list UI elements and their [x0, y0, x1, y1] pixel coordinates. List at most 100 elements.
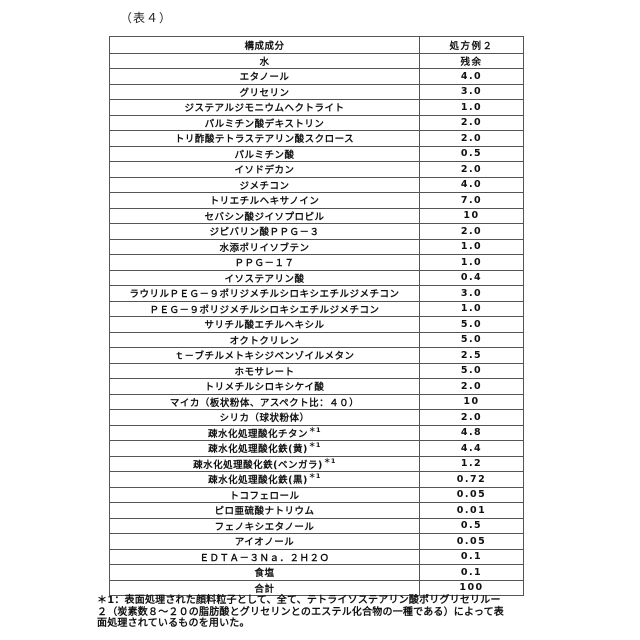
table-row: イソステアリン酸 0.4 — [110, 269, 523, 285]
amount-cell: 3.0 — [460, 86, 483, 98]
ingredient-name-cell: ホモサレート — [110, 363, 420, 378]
amount-cell: 4.4 — [460, 442, 483, 454]
amount-cell: 1.2 — [460, 458, 483, 470]
table-row: 食塩 0.1 — [110, 564, 523, 580]
ingredient-name-cell: セバシン酸ジイソプロピル — [110, 208, 420, 223]
table-row: アイオノール 0.05 — [110, 533, 523, 549]
ingredient-name-cell: アイオノール — [110, 534, 420, 549]
footnote-marker: ＊1 — [308, 472, 321, 480]
amount-cell: 0.01 — [456, 504, 487, 516]
table-row: イソドデカン 2.0 — [110, 161, 523, 177]
amount-cell: 5.0 — [460, 334, 483, 346]
amount-cell: 0.05 — [456, 535, 487, 547]
amount-cell: 100 — [459, 582, 484, 594]
ingredient-name-cell: 水添ポリイソブテン — [110, 239, 420, 254]
table-row: 疎水化処理酸化鉄(ベンガラ) ＊1 1.2 — [110, 455, 523, 471]
amount-cell: 2.0 — [460, 380, 483, 392]
table-row: ピロ亜硫酸ナトリウム 0.01 — [110, 502, 523, 518]
amount-cell: 1.0 — [460, 256, 483, 268]
amount-cell: 1.0 — [460, 303, 483, 315]
amount-cell: 4.0 — [460, 179, 483, 191]
table-row: トリエチルヘキサノイン 7.0 — [110, 192, 523, 208]
ingredient-name-cell: ジステアルジモニウムヘクトライト — [110, 100, 420, 115]
ingredient-name-cell: トリ酢酸テトラステアリン酸スクロース — [110, 131, 420, 146]
amount-cell: 1.0 — [460, 241, 483, 253]
amount-cell: 7.0 — [460, 194, 483, 206]
footnote-line: ２（炭素数８～２０の脂肪酸とグリセリンとのエステル化合物の一種である）によって表 — [97, 606, 504, 618]
table-row: ＥＤＴＡ－３Ｎａ．２Ｈ２Ｏ 0.1 — [110, 548, 523, 564]
ingredient-name-cell: イソステアリン酸 — [110, 270, 420, 285]
ingredient-name-cell: トコフェロール — [110, 487, 420, 502]
table-row: トリメチルシロキシケイ酸 2.0 — [110, 378, 523, 394]
footnote-marker: ＊1 — [308, 425, 322, 434]
table-row: パルミチン酸 0.5 — [110, 145, 523, 161]
ingredient-name-cell: エタノール — [110, 69, 420, 84]
table-row: ラウリルＰＥＧ－９ポリジメチルシロキシエチルジメチコン 3.0 — [110, 285, 523, 301]
footnote-marker: ＊1 — [308, 441, 321, 449]
table-header-row: 構成成分 処方例２ — [110, 37, 523, 53]
table-row: 疎水化処理酸化鉄(黒) ＊1 0.72 — [110, 471, 523, 487]
table-row: 合計 100 — [110, 579, 523, 595]
ingredient-name-cell: オクトクリレン — [110, 332, 420, 347]
table-caption: （表４） — [120, 11, 173, 25]
ingredient-name-cell: 疎水化処理酸化鉄(ベンガラ) ＊1 — [110, 456, 420, 471]
amount-cell: 0.4 — [460, 272, 483, 284]
ingredient-name-cell: ピロ亜硫酸ナトリウム — [110, 503, 420, 518]
ingredient-name-cell: 疎水化処理酸化鉄(黒) ＊1 — [110, 472, 420, 487]
amount-cell: 2.0 — [460, 225, 483, 237]
amount-cell: 10 — [463, 396, 480, 408]
table-row: ＰＥＧ－９ポリジメチルシロキシエチルジメチコン 1.0 — [110, 300, 523, 316]
amount-cell: 1.0 — [460, 101, 483, 113]
ingredient-name-cell: ｔ－ブチルメトキシジベンゾイルメタン — [110, 348, 420, 363]
footnote-line: ＊1：表面処理された顔料粒子として、全て、テトライソステアリン酸ポリグリセリルー — [97, 595, 501, 606]
table-row: トリ酢酸テトラステアリン酸スクロース 2.0 — [110, 130, 523, 146]
ingredient-name-cell: グリセリン — [110, 84, 420, 99]
amount-cell: 2.0 — [460, 163, 483, 175]
table-row: 水添ポリイソブテン 1.0 — [110, 238, 523, 254]
amount-cell: 0.1 — [460, 551, 483, 563]
amount-cell: 4.0 — [460, 70, 483, 82]
table-row: 疎水化処理酸化鉄(黄) ＊1 4.4 — [110, 440, 523, 456]
table-row: ジメチコン 4.0 — [110, 176, 523, 192]
amount-cell: 0.05 — [456, 489, 487, 501]
table-row: トコフェロール 0.05 — [110, 486, 523, 502]
table-row: セバシン酸ジイソプロピル 10 — [110, 207, 523, 223]
footnote-marker: ＊1 — [323, 456, 336, 465]
amount-cell: 2.0 — [460, 411, 483, 423]
amount-cell: 5.0 — [460, 318, 483, 330]
column-header-component: 構成成分 — [110, 37, 420, 53]
table-row: 疎水化処理酸化チタン ＊1 4.8 — [110, 424, 523, 440]
amount-cell: 2.0 — [460, 132, 483, 144]
amount-cell: 4.8 — [460, 427, 483, 439]
amount-cell: 0.5 — [460, 520, 483, 532]
table-row: フェノキシエタノール 0.5 — [110, 517, 523, 533]
table-row: ホモサレート 5.0 — [110, 362, 523, 378]
table-row: シリカ（球状粉体） 2.0 — [110, 409, 523, 425]
composition-table: 構成成分 処方例２ 水 残余エタノール 4.0 グリセリン 3.0 ジステアルジモニウムヘ… — [109, 36, 524, 596]
ingredient-name-cell: 合計 — [110, 580, 420, 595]
footnote-line: 面処理されているものを用いた。 — [97, 618, 250, 630]
ingredient-name-cell: ＰＥＧ－９ポリジメチルシロキシエチルジメチコン — [110, 301, 420, 316]
table-row: ｔ－ブチルメトキシジベンゾイルメタン 2.5 — [110, 347, 523, 363]
amount-cell: 0.1 — [460, 566, 483, 578]
amount-cell: 10 — [463, 210, 480, 222]
table-row: サリチル酸エチルヘキシル 5.0 — [110, 316, 523, 332]
ingredient-name-cell: 食塩 — [110, 565, 420, 580]
table-row: グリセリン 3.0 — [110, 83, 523, 99]
ingredient-name-cell: ＰＰＧ－１７ — [110, 255, 420, 270]
ingredient-name-cell: 疎水化処理酸化チタン ＊1 — [110, 425, 420, 440]
ingredient-name-cell: フェノキシエタノール — [110, 518, 420, 533]
amount-cell: 残余 — [460, 56, 483, 68]
amount-cell: 3.0 — [460, 287, 483, 299]
ingredient-name-cell: 疎水化処理酸化鉄(黄) ＊1 — [110, 441, 420, 456]
ingredient-name-cell: サリチル酸エチルヘキシル — [110, 317, 420, 332]
ingredient-name-cell: ジメチコン — [110, 177, 420, 192]
ingredient-name-cell: ジピバリン酸ＰＰＧ－３ — [110, 224, 420, 239]
table-row: エタノール 4.0 — [110, 68, 523, 84]
amount-cell: 5.0 — [460, 365, 483, 377]
column-header-formulation-example: 処方例２ — [449, 40, 494, 52]
ingredient-name-cell: 水 — [110, 53, 420, 68]
table-row: ジピバリン酸ＰＰＧ－３ 2.0 — [110, 223, 523, 239]
amount-cell: 2.5 — [460, 349, 483, 361]
ingredient-name-cell: パルミチン酸 — [110, 146, 420, 161]
